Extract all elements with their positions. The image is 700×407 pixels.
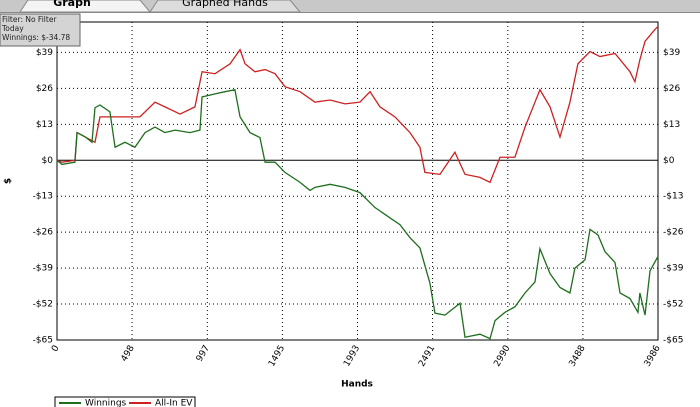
- info-line: Filter: No Filter: [2, 15, 57, 24]
- x-axis-label: Hands: [341, 380, 373, 390]
- x-tick-label: 1993: [342, 344, 362, 369]
- y-tick-label: $0: [42, 156, 54, 166]
- y-tick-label-right: $0: [663, 156, 675, 166]
- info-box: [0, 13, 81, 47]
- x-tick-label: 0: [50, 344, 62, 354]
- series-line: [56, 25, 659, 184]
- info-line: Winnings: $-34.78: [2, 33, 70, 42]
- y-tick-label-right: $39: [663, 48, 680, 58]
- legend-label: Winnings: [85, 399, 127, 407]
- legend-box: [54, 396, 196, 407]
- tab-label[interactable]: Graphed Hands: [182, 0, 268, 9]
- y-tick-label: -$39: [33, 264, 54, 274]
- series-line: [56, 88, 659, 340]
- tab-border: [0, 12, 700, 13]
- y-tick-label-right: $26: [663, 84, 680, 94]
- tab-label[interactable]: Graph: [53, 0, 91, 9]
- x-tick-label: 3488: [568, 344, 588, 369]
- y-tick-label-right: -$52: [663, 300, 683, 310]
- y-tick-label: $13: [36, 120, 53, 130]
- y-tick-label: -$65: [33, 336, 53, 346]
- y-tick-label-right: -$13: [663, 192, 683, 202]
- legend-label: All-In EV: [155, 399, 193, 407]
- info-line: Today: [1, 24, 24, 33]
- y-tick-label: -$52: [33, 300, 53, 310]
- x-tick-label: 3986: [643, 344, 663, 369]
- y-tick-label-right: -$26: [663, 228, 684, 238]
- x-tick-label: 997: [195, 344, 212, 364]
- x-tick-label: 1495: [267, 344, 287, 369]
- y-tick-label: -$26: [33, 228, 54, 238]
- y-tick-label-right: -$39: [663, 264, 684, 274]
- y-axis-label: $: [4, 178, 14, 184]
- y-tick-label: -$13: [33, 192, 53, 202]
- y-tick-label: $26: [36, 84, 53, 94]
- x-tick-label: 2491: [417, 344, 437, 369]
- y-tick-label-right: -$65: [663, 336, 683, 346]
- y-tick-label: $39: [36, 48, 53, 58]
- x-tick-label: 2990: [492, 344, 512, 369]
- y-tick-label-right: $13: [663, 120, 680, 130]
- x-tick-label: 498: [120, 344, 137, 364]
